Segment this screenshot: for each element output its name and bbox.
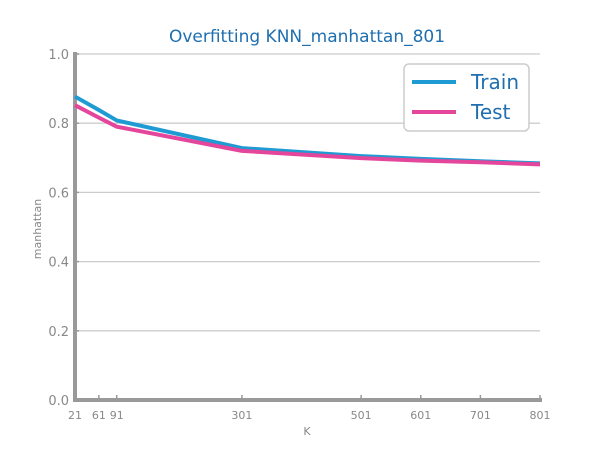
x-tick-label: 301 bbox=[231, 409, 252, 422]
x-tick-label: 61 bbox=[92, 409, 106, 422]
y-tick-label: 0.8 bbox=[48, 117, 69, 132]
y-axis-label: manhattan bbox=[31, 199, 44, 260]
series-line-test bbox=[74, 103, 541, 167]
x-tick-label: 21 bbox=[68, 409, 82, 422]
y-tick-label: 0.2 bbox=[48, 325, 69, 340]
axes bbox=[73, 52, 542, 402]
y-tick-label: 0.0 bbox=[48, 394, 69, 409]
x-tick-label: 801 bbox=[530, 409, 551, 422]
x-axis-label: K bbox=[303, 425, 311, 438]
x-tick-label: 501 bbox=[351, 409, 372, 422]
legend-label-train: Train bbox=[470, 70, 519, 94]
y-tick-label: 0.4 bbox=[48, 256, 69, 271]
x-tick-label: 701 bbox=[470, 409, 491, 422]
tick-labels: 0.0 0.2 0.4 0.6 0.8 1.0 21 61 91 301 501 601 701 801 bbox=[48, 48, 550, 422]
legend-label-test: Test bbox=[470, 100, 511, 124]
series bbox=[74, 94, 541, 167]
chart-title: Overfitting KNN_manhattan_801 bbox=[169, 27, 445, 47]
y-tick-label: 1.0 bbox=[48, 48, 69, 63]
y-tick-label: 0.6 bbox=[48, 186, 69, 201]
x-tick-label: 91 bbox=[110, 409, 124, 422]
legend: Train Test bbox=[403, 63, 530, 132]
x-tick-label: 601 bbox=[410, 409, 431, 422]
